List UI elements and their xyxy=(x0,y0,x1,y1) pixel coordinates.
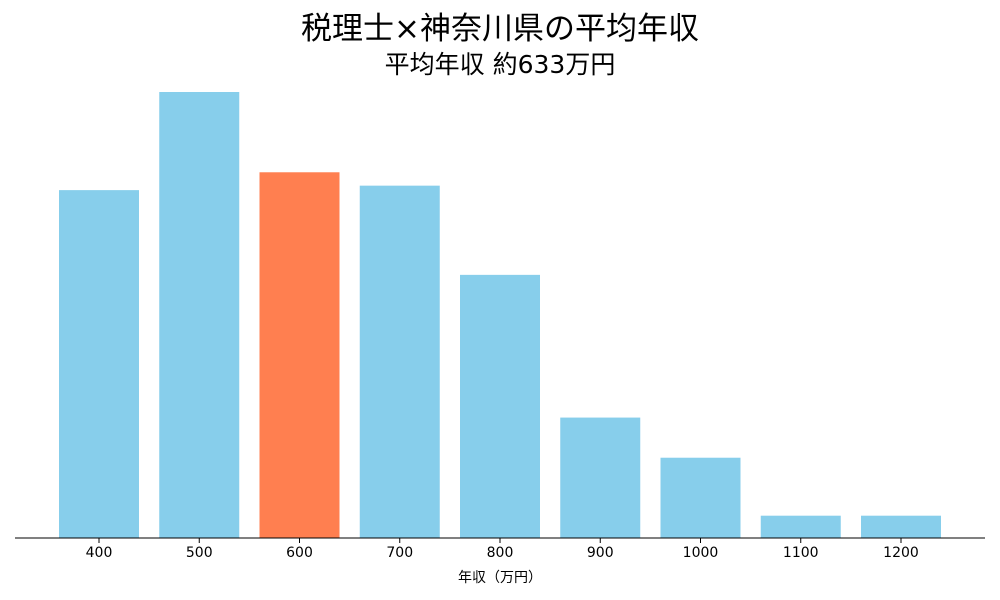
bar-400 xyxy=(59,190,139,538)
x-tick-label-1000: 1000 xyxy=(683,545,719,561)
bar-1100 xyxy=(760,515,841,538)
x-tick-label-1200: 1200 xyxy=(883,545,919,561)
x-tick-label-600: 600 xyxy=(286,545,313,561)
bar-900 xyxy=(560,417,641,538)
x-axis-label: 年収（万円） xyxy=(458,570,542,586)
bar-600 xyxy=(259,172,340,538)
bar-group xyxy=(59,92,941,538)
x-tick-label-700: 700 xyxy=(386,545,413,561)
chart-subtitle: 平均年収 約633万円 xyxy=(385,50,616,79)
x-tick-group: 400 500 600 700 800 900 1000 1100 1200 xyxy=(86,538,919,561)
bar-700 xyxy=(359,185,440,538)
bar-800 xyxy=(460,274,540,538)
x-tick-label-400: 400 xyxy=(86,545,113,561)
x-tick-label-500: 500 xyxy=(186,545,213,561)
bar-1000 xyxy=(660,457,741,538)
x-tick-label-900: 900 xyxy=(587,545,614,561)
bar-500 xyxy=(159,92,240,538)
x-tick-label-1100: 1100 xyxy=(783,545,819,561)
chart-title: 税理士×神奈川県の平均年収 xyxy=(301,11,699,47)
x-tick-label-800: 800 xyxy=(487,545,514,561)
bar-1200 xyxy=(861,515,941,538)
